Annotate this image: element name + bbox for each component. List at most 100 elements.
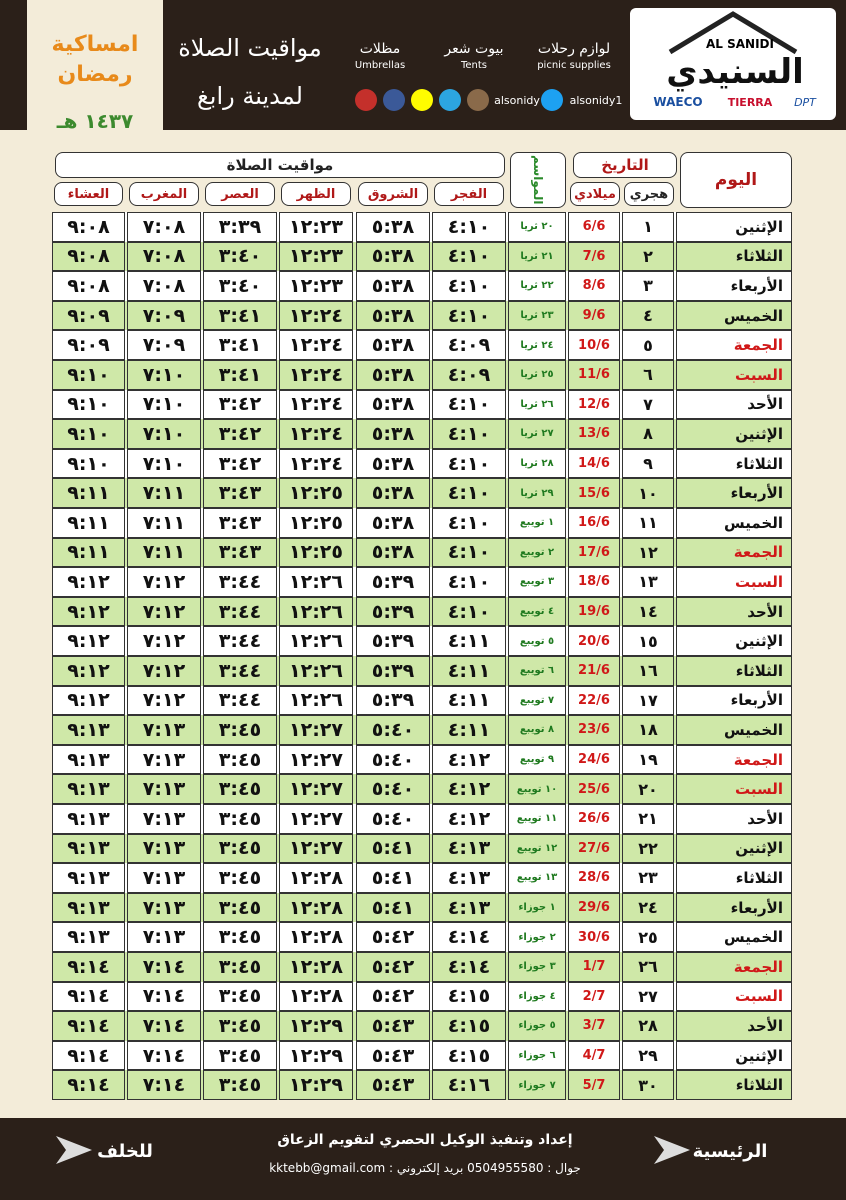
cell: ٢ bbox=[622, 241, 674, 272]
cell: ٣ تويبع bbox=[508, 567, 566, 597]
cell: 11/6 bbox=[568, 360, 620, 390]
cell: الخميس bbox=[676, 715, 792, 745]
cell: ٢٢ bbox=[622, 833, 674, 864]
cell: الخميس bbox=[676, 922, 792, 952]
cell: الأربعاء bbox=[676, 478, 792, 508]
back-button[interactable]: للخلف bbox=[97, 1140, 153, 1162]
cell: ٧:٠٩ bbox=[127, 300, 201, 331]
cell: 23/6 bbox=[568, 715, 620, 745]
cell: ١٢:٢٦ bbox=[279, 685, 353, 716]
cell: ١٢ تويبع bbox=[508, 833, 566, 864]
cell: السبت bbox=[676, 567, 792, 597]
cell: ٩:١٠ bbox=[52, 360, 125, 390]
row-bg bbox=[52, 330, 792, 360]
cell: 5/7 bbox=[568, 1070, 620, 1100]
cell: ٢٣ bbox=[622, 863, 674, 893]
year: ١٤٣٧ هـ bbox=[56, 109, 134, 133]
cell: ٣:٤٤ bbox=[203, 685, 277, 716]
cell: ٤:١٠ bbox=[432, 241, 506, 272]
cell: ٣:٤٤ bbox=[203, 656, 277, 686]
cell: الأحد bbox=[676, 1011, 792, 1041]
row-bg bbox=[52, 833, 792, 864]
cell: ٣ bbox=[622, 271, 674, 301]
cell: ٧:٠٨ bbox=[127, 212, 201, 242]
cell: الإثنين bbox=[676, 1040, 792, 1071]
cell: ٩:١٣ bbox=[52, 774, 125, 804]
handle: alsonidy1 bbox=[569, 93, 623, 107]
cell: ٥:٣٩ bbox=[356, 567, 430, 597]
cell: ٩:١٠ bbox=[52, 448, 125, 479]
header-prayer: الشروق bbox=[358, 182, 428, 206]
cell: ١٢:٢٨ bbox=[279, 922, 353, 952]
cell: 7/6 bbox=[568, 241, 620, 272]
cell: ٥:٣٨ bbox=[356, 241, 430, 272]
product-ar: بيوت شعر bbox=[444, 41, 504, 57]
row-bg bbox=[52, 774, 792, 804]
cell: ٥:٣٩ bbox=[356, 656, 430, 686]
cell: الجمعة bbox=[676, 537, 792, 568]
cell: ٧:١٤ bbox=[127, 1011, 201, 1041]
cell: ٣:٤٣ bbox=[203, 508, 277, 538]
cell: ٤:١٤ bbox=[432, 922, 506, 952]
cell: 24/6 bbox=[568, 744, 620, 775]
cell: ٦ bbox=[622, 360, 674, 390]
cell: ٩:١٣ bbox=[52, 744, 125, 775]
cell: ٩:٠٨ bbox=[52, 271, 125, 301]
cell: ٢٣ ثريا bbox=[508, 300, 566, 331]
ramadan: امساكية رمضان bbox=[51, 32, 139, 87]
row-bg bbox=[52, 241, 792, 272]
credit: إعداد وتنفيذ الوكيل الحصري لتقويم الزعاق bbox=[277, 1132, 573, 1148]
cell: ١٢:٢٨ bbox=[279, 952, 353, 982]
cell: 21/6 bbox=[568, 656, 620, 686]
cell: 3/7 bbox=[568, 1011, 620, 1041]
cell: ٧:٠٩ bbox=[127, 330, 201, 360]
cell: السبت bbox=[676, 774, 792, 804]
cell: ٢٥ bbox=[622, 922, 674, 952]
row-bg bbox=[52, 448, 792, 479]
cell: 2/7 bbox=[568, 981, 620, 1012]
cell: ٤:١٣ bbox=[432, 863, 506, 893]
cell: ١٢:٢٤ bbox=[279, 300, 353, 331]
cell: ٩:٠٨ bbox=[52, 241, 125, 272]
cell: ٥ bbox=[622, 330, 674, 360]
cell: 8/6 bbox=[568, 271, 620, 301]
cell: ٧:١٤ bbox=[127, 981, 201, 1012]
cell: ١٩ bbox=[622, 744, 674, 775]
cell: ٧:١٣ bbox=[127, 922, 201, 952]
cell: ٩:٠٩ bbox=[52, 330, 125, 360]
city: لمدينة رابغ bbox=[197, 82, 303, 110]
cell: ٥:٤٢ bbox=[356, 981, 430, 1012]
cell: ٣:٤١ bbox=[203, 360, 277, 390]
cell: ٥:٣٨ bbox=[356, 537, 430, 568]
cell: ٥:٣٨ bbox=[356, 389, 430, 420]
row-bg bbox=[52, 271, 792, 301]
cell: ٥:٤٢ bbox=[356, 922, 430, 952]
header-seasons: المواسم bbox=[510, 152, 566, 208]
cell: 25/6 bbox=[568, 774, 620, 804]
row-bg bbox=[52, 596, 792, 627]
cell: ٣:٤٥ bbox=[203, 774, 277, 804]
cell: ١٢:٢٧ bbox=[279, 744, 353, 775]
row-bg bbox=[52, 952, 792, 982]
cell: 15/6 bbox=[568, 478, 620, 508]
brand-en: AL SANIDI bbox=[706, 37, 774, 51]
cell: ٩:١٣ bbox=[52, 833, 125, 864]
home-button[interactable]: الرئيسية bbox=[692, 1140, 768, 1162]
cell: الجمعة bbox=[676, 330, 792, 360]
cell: ٤:١٣ bbox=[432, 892, 506, 923]
row-bg bbox=[52, 981, 792, 1012]
cell: ٣:٤٣ bbox=[203, 537, 277, 568]
cell: ١٢:٢٤ bbox=[279, 389, 353, 420]
partner: TIERRA bbox=[727, 95, 773, 109]
cell: ١٥ bbox=[622, 626, 674, 656]
cell: 10/6 bbox=[568, 330, 620, 360]
cell: ٤:١٠ bbox=[432, 212, 506, 242]
cell: ١٢:٢٤ bbox=[279, 448, 353, 479]
cell: ٦ تويبع bbox=[508, 656, 566, 686]
cell: ٥ تويبع bbox=[508, 626, 566, 656]
header-day: اليوم bbox=[680, 152, 792, 208]
back-arrow[interactable] bbox=[52, 1132, 96, 1168]
home-arrow[interactable] bbox=[650, 1132, 694, 1168]
cell: ٥:٤١ bbox=[356, 833, 430, 864]
cell: ٥:٤٠ bbox=[356, 744, 430, 775]
